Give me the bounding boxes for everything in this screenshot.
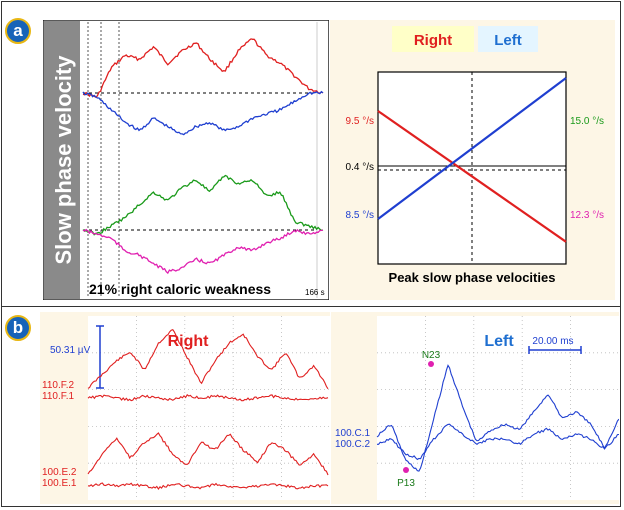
vemp-left-traces — [376, 364, 620, 472]
channel-f2-label: 110.F.2 — [42, 380, 74, 391]
spv-trace-left-bottom — [82, 228, 324, 275]
n23-label: N23 — [422, 350, 441, 361]
spv-trace-svg: Slow phase velocity 21% right caloric we… — [42, 19, 330, 301]
center-value-label: 0.4 °/s — [346, 162, 374, 173]
vemp-trace-100-e-2 — [87, 432, 329, 476]
channel-f1-label: 110.F.1 — [42, 391, 74, 402]
channel-e2-label: 100.E.2 — [42, 467, 77, 478]
spv-ylabel: Slow phase velocity — [51, 55, 76, 265]
spv-traces — [82, 38, 324, 275]
vemp-right-panel: 50.31 µV Right 110.F.2 110.F.1 100.E.2 1… — [40, 312, 330, 504]
panel-a-badge: a — [5, 18, 31, 44]
right-start-label: 9.5 °/s — [346, 116, 374, 127]
spv-trace-left-top — [82, 90, 324, 136]
vemp-left-panel: 20.00 ms Left N23 P13 100.C.1 100.C.2 — [331, 312, 620, 504]
channel-c1-label: 100.C.1 — [335, 428, 370, 439]
spv-trace-panel: Slow phase velocity 21% right caloric we… — [42, 19, 330, 301]
peak-line-right — [377, 110, 567, 243]
channel-e1-label: 100.E.1 — [42, 478, 77, 489]
peak-spv-panel: Right Left 9.5 °/s 0.4 °/s 8.5 °/s 15.0 … — [330, 20, 615, 300]
peak-line-left — [377, 77, 567, 220]
spv-ylabel-band — [44, 21, 80, 299]
vemp-trace-100-c-1 — [376, 364, 620, 472]
panel-divider — [1, 306, 621, 307]
vemp-left-plot-area — [377, 316, 619, 500]
p13-peak-marker — [403, 467, 409, 473]
vemp-right-title: Right — [168, 333, 210, 350]
vemp-right-traces — [87, 329, 329, 490]
spv-trace-right-top — [82, 38, 324, 98]
legend-right-box — [392, 26, 474, 52]
peak-title: Peak slow phase velocities — [389, 270, 556, 285]
spv-time-markers — [87, 22, 120, 298]
spv-trace-border — [42, 19, 330, 301]
left-end-label: 15.0 °/s — [570, 116, 604, 127]
legend-right-label: Right — [414, 32, 452, 49]
panel-b-badge: b — [5, 315, 31, 341]
vemp-right-plot-area — [88, 316, 330, 500]
spv-time-label: 166 s — [305, 288, 325, 297]
channel-c2-label: 100.C.2 — [335, 439, 370, 450]
legend-left-label: Left — [494, 32, 522, 49]
legend-left-box — [478, 26, 538, 52]
time-scale-label: 20.00 ms — [532, 336, 573, 347]
vemp-trace-110-f-2 — [87, 329, 329, 390]
right-end-label: 12.3 °/s — [570, 210, 604, 221]
peak-plot — [377, 71, 567, 265]
vemp-left-svg: 20.00 ms Left N23 P13 100.C.1 100.C.2 — [331, 312, 620, 504]
vemp-trace-100-e-1 — [87, 482, 329, 490]
vemp-right-svg: 50.31 µV Right 110.F.2 110.F.1 100.E.2 1… — [40, 312, 330, 504]
spv-caption: 21% right caloric weakness — [89, 281, 271, 297]
vemp-trace-110-f-1 — [87, 393, 329, 402]
p13-label: P13 — [397, 478, 415, 489]
vemp-left-title: Left — [484, 333, 514, 350]
n23-peak-marker — [428, 361, 434, 367]
amp-scale-label: 50.31 µV — [50, 345, 91, 356]
peak-spv-svg: Right Left 9.5 °/s 0.4 °/s 8.5 °/s 15.0 … — [330, 20, 615, 300]
left-start-label: 8.5 °/s — [346, 210, 374, 221]
vemp-left-grid — [377, 316, 619, 500]
spv-trace-right-bottom — [82, 174, 324, 236]
vemp-trace-100-c-2 — [377, 423, 620, 461]
